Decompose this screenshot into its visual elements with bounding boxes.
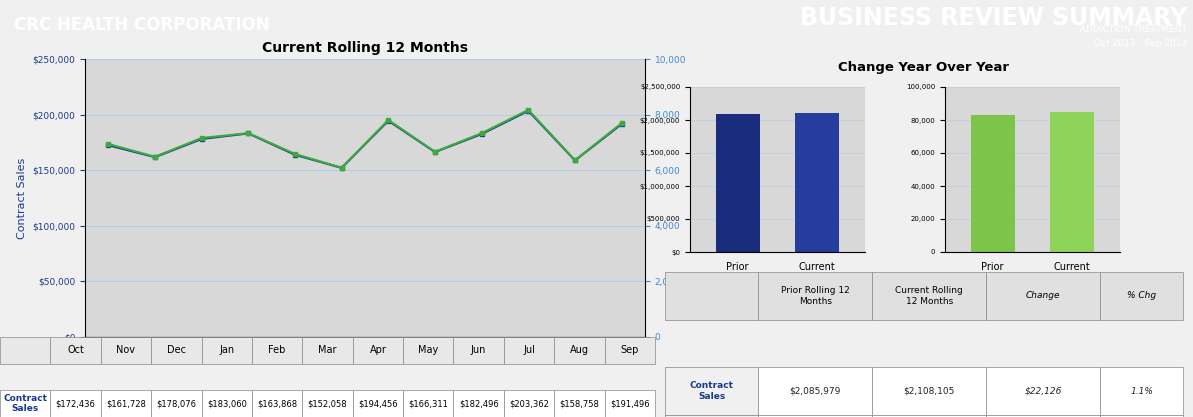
Bar (302, 337, 353, 364)
Text: $152,058: $152,058 (308, 399, 347, 408)
Text: Mar: Mar (319, 345, 336, 355)
Text: Oct: Oct (67, 345, 84, 355)
Text: $172,436: $172,436 (56, 399, 95, 408)
Bar (665, 415, 759, 417)
Bar (403, 390, 453, 417)
Text: Jun: Jun (471, 345, 487, 355)
Bar (252, 337, 302, 364)
Bar (100, 390, 152, 417)
Text: Aug: Aug (570, 345, 589, 355)
Bar (796, 113, 839, 252)
Text: 1.1%: 1.1% (1130, 387, 1152, 396)
Text: Contract Sales: Contract Sales (755, 101, 846, 111)
Text: Oct 2013 - Sep 2014: Oct 2013 - Sep 2014 (1094, 40, 1187, 48)
Text: $2,108,105: $2,108,105 (903, 387, 954, 396)
Bar (987, 272, 1100, 320)
Bar (759, 415, 872, 417)
Text: Feb: Feb (268, 345, 286, 355)
Text: Contract
Sales: Contract Sales (690, 382, 734, 401)
Text: Jan: Jan (220, 345, 234, 355)
Bar (0, 337, 50, 364)
Text: Current Rolling
12 Months: Current Rolling 12 Months (895, 286, 963, 306)
Bar (453, 337, 503, 364)
Bar (665, 367, 759, 415)
Bar (50, 337, 100, 364)
Bar (1050, 113, 1094, 252)
Text: $178,076: $178,076 (156, 399, 197, 408)
Text: Apr: Apr (370, 345, 387, 355)
Text: Jul: Jul (523, 345, 534, 355)
Bar (555, 390, 605, 417)
Text: Change Year Over Year: Change Year Over Year (839, 61, 1009, 74)
Text: % Chg 1.9%: % Chg 1.9% (1024, 138, 1082, 148)
Bar (555, 337, 605, 364)
Y-axis label: Contract Sales: Contract Sales (17, 157, 26, 239)
Text: Nov: Nov (117, 345, 136, 355)
Text: Contract
Sales: Contract Sales (4, 394, 48, 413)
Text: % Chg 1.1%: % Chg 1.1% (771, 138, 829, 148)
Bar (403, 337, 453, 364)
Text: $161,728: $161,728 (106, 399, 146, 408)
Text: Sep: Sep (620, 345, 639, 355)
Bar (716, 114, 760, 252)
Text: $166,311: $166,311 (408, 399, 449, 408)
Bar (302, 390, 353, 417)
Bar (1100, 272, 1183, 320)
Text: $163,868: $163,868 (256, 399, 297, 408)
Bar (100, 337, 152, 364)
Text: $22,126: $22,126 (1025, 387, 1062, 396)
Text: $191,496: $191,496 (610, 399, 650, 408)
Bar (152, 390, 202, 417)
Bar (1100, 367, 1183, 415)
Y-axis label: Bottle Qty: Bottle Qty (690, 170, 700, 226)
Bar (503, 390, 555, 417)
Bar (453, 390, 503, 417)
Text: % Chg: % Chg (1127, 291, 1156, 300)
Bar (50, 390, 100, 417)
Bar (353, 337, 403, 364)
Bar (152, 337, 202, 364)
Text: Dec: Dec (167, 345, 186, 355)
Text: BUSINESS REVIEW SUMMARY: BUSINESS REVIEW SUMMARY (799, 6, 1187, 30)
Bar (759, 272, 872, 320)
Bar (202, 390, 252, 417)
Bar (1100, 415, 1183, 417)
Text: Bottle Quantity: Bottle Quantity (1006, 101, 1101, 111)
Bar (872, 272, 987, 320)
Text: $2,085,979: $2,085,979 (790, 387, 841, 396)
Bar (872, 367, 987, 415)
Bar (202, 337, 252, 364)
Bar (0, 390, 50, 417)
Bar (353, 390, 403, 417)
Text: CRC HEALTH CORPORATION: CRC HEALTH CORPORATION (14, 16, 270, 34)
Text: $203,362: $203,362 (509, 399, 549, 408)
Bar (252, 390, 302, 417)
Text: $194,456: $194,456 (358, 399, 397, 408)
Bar (605, 390, 655, 417)
Text: May: May (418, 345, 438, 355)
Title: Current Rolling 12 Months: Current Rolling 12 Months (262, 41, 468, 55)
Bar (987, 367, 1100, 415)
Text: Change: Change (1026, 291, 1061, 300)
Bar (971, 115, 1014, 252)
Text: ADDICTION TREATMENT: ADDICTION TREATMENT (1080, 25, 1187, 33)
Bar (605, 337, 655, 364)
Bar (759, 367, 872, 415)
Text: Prior Rolling 12
Months: Prior Rolling 12 Months (781, 286, 849, 306)
Text: $158,758: $158,758 (560, 399, 599, 408)
Bar (665, 272, 759, 320)
Text: $183,060: $183,060 (206, 399, 247, 408)
Bar (503, 337, 555, 364)
Bar (987, 415, 1100, 417)
Text: $182,496: $182,496 (459, 399, 499, 408)
Bar (872, 415, 987, 417)
